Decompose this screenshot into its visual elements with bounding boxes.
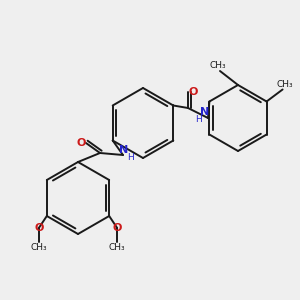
Text: CH₃: CH₃ [210,61,226,70]
Text: H: H [195,116,201,124]
Text: N: N [119,145,129,155]
Text: CH₃: CH₃ [109,242,125,251]
Text: O: O [76,138,86,148]
Text: H: H [127,154,134,163]
Text: CH₃: CH₃ [31,242,47,251]
Text: O: O [34,223,44,233]
Text: CH₃: CH₃ [276,80,293,89]
Text: O: O [112,223,122,233]
Text: O: O [188,87,198,97]
Text: N: N [200,107,210,117]
